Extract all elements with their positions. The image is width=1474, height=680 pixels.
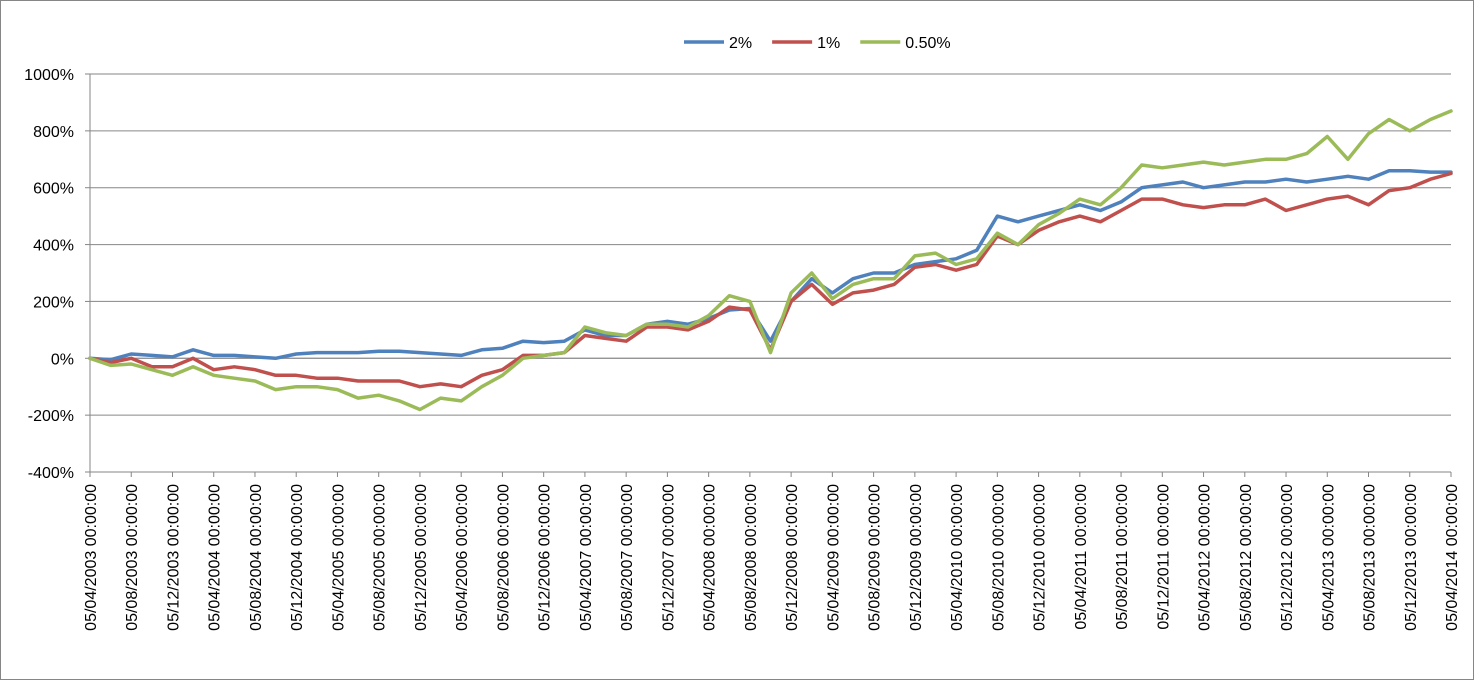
x-tick-label: 05/04/2009 00:00:00: [825, 484, 842, 631]
x-tick-label: 05/04/2010 00:00:00: [949, 484, 966, 631]
x-tick-label: 05/12/2010 00:00:00: [1032, 484, 1049, 631]
x-tick-label: 05/04/2003 00:00:00: [83, 484, 100, 631]
series-line-0-50-: [88, 109, 1453, 412]
x-tick-label: 05/12/2008 00:00:00: [784, 484, 801, 631]
y-tick-label: 600%: [33, 181, 74, 198]
x-tick-label: 05/08/2010 00:00:00: [990, 484, 1007, 631]
x-tick-label: 05/04/2013 00:00:00: [1320, 484, 1337, 631]
series-lines: [88, 109, 1453, 412]
y-tick-label: 1000%: [24, 67, 74, 84]
y-tick-label: 200%: [33, 294, 74, 311]
x-tick-label: 05/12/2004 00:00:00: [289, 484, 306, 631]
x-tick-label: 05/12/2012 00:00:00: [1279, 484, 1296, 631]
axes: -400% -200% 0% 200% 400% 600% 800% 1000% 05/04/2…: [24, 67, 1461, 631]
x-tick-label: 05/12/2005 00:00:00: [413, 484, 430, 631]
x-tick-label: 05/08/2003 00:00:00: [124, 484, 141, 631]
x-tick-label: 05/04/2004 00:00:00: [207, 484, 224, 631]
x-tick-label: 05/08/2013 00:00:00: [1362, 484, 1379, 631]
y-tick-label: -200%: [28, 408, 74, 425]
x-tick-label: 05/12/2009 00:00:00: [908, 484, 925, 631]
x-tick-label: 05/12/2011 00:00:00: [1155, 484, 1172, 630]
x-tick-label: 05/04/2007 00:00:00: [578, 484, 595, 631]
x-tick-label: 05/12/2006 00:00:00: [537, 484, 554, 631]
legend: 2% 1% 0.50%: [684, 35, 951, 52]
x-tick-label: 05/08/2006 00:00:00: [495, 484, 512, 631]
y-tick-label: 800%: [33, 124, 74, 141]
x-tick-label: 05/08/2011 00:00:00: [1114, 484, 1131, 630]
gridlines: [90, 73, 1451, 473]
y-tick-label: 0%: [51, 351, 74, 368]
x-tick-label: 05/04/2008 00:00:00: [702, 484, 719, 631]
y-tick-label: 400%: [33, 238, 74, 255]
legend-label: 2%: [729, 35, 752, 52]
x-tick-label: 05/12/2003 00:00:00: [165, 484, 182, 631]
x-tick-label: 05/04/2006 00:00:00: [454, 484, 471, 631]
series-line-2-: [88, 168, 1453, 362]
y-tick-label: -400%: [28, 465, 74, 482]
x-tick-label: 05/08/2004 00:00:00: [248, 484, 265, 631]
x-tick-label: 05/04/2011 00:00:00: [1073, 484, 1090, 630]
x-tick-label: 05/08/2012 00:00:00: [1238, 484, 1255, 631]
x-tick-label: 05/08/2009 00:00:00: [867, 484, 884, 631]
x-tick-label: 05/12/2013 00:00:00: [1403, 484, 1420, 631]
legend-label: 0.50%: [905, 35, 950, 52]
x-tick-label: 05/08/2007 00:00:00: [619, 484, 636, 631]
x-tick-label: 05/04/2014 00:00:00: [1444, 484, 1461, 631]
x-tick-label: 05/04/2005 00:00:00: [330, 484, 347, 631]
x-tick-label: 05/08/2008 00:00:00: [743, 484, 760, 631]
legend-label: 1%: [817, 35, 840, 52]
x-tick-label: 05/12/2007 00:00:00: [660, 484, 677, 631]
x-tick-label: 05/08/2005 00:00:00: [372, 484, 389, 631]
x-tick-label: 05/04/2012 00:00:00: [1197, 484, 1214, 631]
